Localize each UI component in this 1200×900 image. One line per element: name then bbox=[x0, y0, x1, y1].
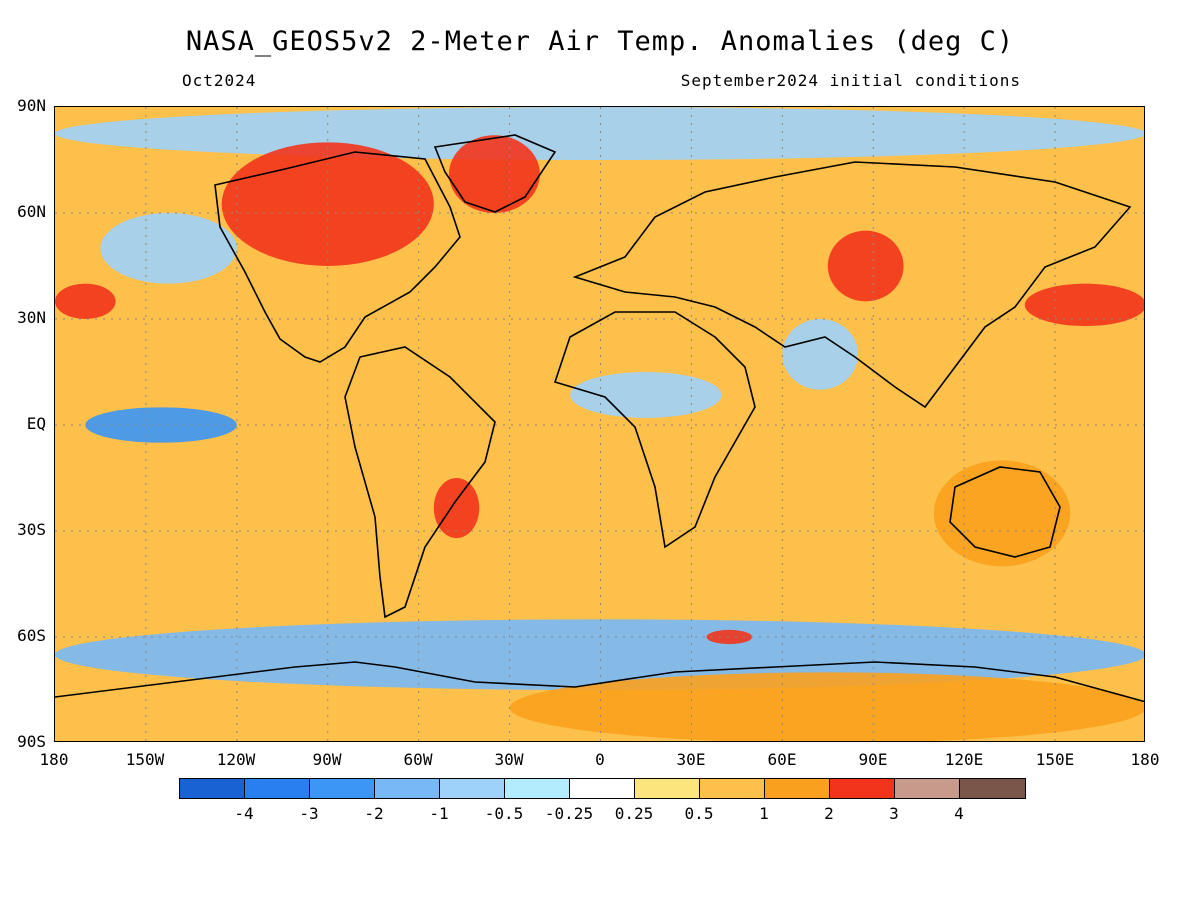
lat-label: 30S bbox=[17, 520, 46, 539]
lon-label: 150W bbox=[125, 750, 165, 769]
map-title: NASA_GEOS5v2 2-Meter Air Temp. Anomalies… bbox=[185, 26, 1015, 57]
colorbar-tick-label: -1 bbox=[429, 804, 449, 823]
anomaly-map bbox=[54, 106, 1145, 742]
eurasia-coast bbox=[572, 161, 1132, 409]
anomaly-region bbox=[448, 135, 540, 213]
anomaly-region bbox=[433, 478, 480, 539]
lat-label: EQ bbox=[26, 414, 46, 433]
colorbar-swatch bbox=[700, 779, 765, 798]
anomaly-region bbox=[55, 283, 116, 319]
colorbar-tick-label: -3 bbox=[299, 804, 319, 823]
colorbar-swatch bbox=[440, 779, 505, 798]
colorbar-tick-label: 4 bbox=[954, 804, 964, 823]
colorbar-tick-label: 0.25 bbox=[614, 804, 654, 823]
anomaly-region bbox=[55, 107, 1144, 160]
africa-coast bbox=[553, 311, 756, 549]
colorbar-swatch bbox=[570, 779, 635, 798]
anomaly-region bbox=[570, 372, 722, 418]
colorbar-tick-label: -0.25 bbox=[544, 804, 594, 823]
initial-conditions-label: September2024 initial conditions bbox=[680, 71, 1021, 90]
colorbar-tick-label: -2 bbox=[364, 804, 384, 823]
anomaly-region bbox=[100, 213, 237, 284]
lat-label: 90N bbox=[17, 96, 46, 115]
colorbar-swatch bbox=[765, 779, 830, 798]
lat-label: 60N bbox=[17, 202, 46, 221]
anomaly-region bbox=[782, 319, 859, 390]
anomaly-region bbox=[706, 629, 753, 645]
north-america-coast bbox=[214, 151, 461, 363]
colorbar-swatch bbox=[375, 779, 440, 798]
colorbar-swatch bbox=[635, 779, 700, 798]
colorbar-swatch bbox=[895, 779, 960, 798]
lon-label: 90E bbox=[858, 750, 888, 769]
colorbar-swatch bbox=[245, 779, 310, 798]
forecast-month: Oct2024 bbox=[182, 71, 257, 90]
colorbar-tick-label: -4 bbox=[234, 804, 254, 823]
lon-label: 30W bbox=[494, 750, 524, 769]
lon-label: 0 bbox=[595, 750, 605, 769]
lat-label: 90S bbox=[17, 732, 46, 751]
anomaly-region bbox=[509, 672, 1144, 741]
australia-coast bbox=[949, 466, 1061, 558]
lon-label: 150E bbox=[1035, 750, 1075, 769]
lon-label: 60E bbox=[767, 750, 797, 769]
anomaly-region bbox=[85, 407, 237, 443]
colorbar-swatch bbox=[505, 779, 570, 798]
lon-label: 120E bbox=[944, 750, 984, 769]
lon-label: 120W bbox=[216, 750, 256, 769]
colorbar-tick-label: -0.5 bbox=[484, 804, 524, 823]
antarctica-coast bbox=[55, 661, 1144, 703]
colorbar-tick-label: 1 bbox=[759, 804, 769, 823]
lat-label: 60S bbox=[17, 626, 46, 645]
lon-label: 180 bbox=[1130, 750, 1160, 769]
greenland-coast bbox=[433, 134, 557, 213]
colorbar-swatch bbox=[180, 779, 245, 798]
lon-label: 180 bbox=[39, 750, 69, 769]
lon-label: 90W bbox=[312, 750, 342, 769]
colorbar-swatch bbox=[830, 779, 895, 798]
colorbar-swatch bbox=[310, 779, 375, 798]
colorbar-swatch bbox=[960, 779, 1025, 798]
colorbar-tick-label: 0.5 bbox=[684, 804, 714, 823]
anomaly-region bbox=[933, 460, 1071, 567]
anomaly-region bbox=[1024, 283, 1144, 327]
lon-label: 60W bbox=[403, 750, 433, 769]
colorbar-tick-label: 3 bbox=[889, 804, 899, 823]
colorbar-tick-label: 2 bbox=[824, 804, 834, 823]
coastlines bbox=[55, 134, 1144, 703]
colorbar bbox=[179, 778, 1026, 799]
anomaly-region bbox=[827, 230, 904, 302]
lon-label: 30E bbox=[676, 750, 706, 769]
lat-label: 30N bbox=[17, 308, 46, 327]
south-america-coast bbox=[344, 346, 496, 619]
